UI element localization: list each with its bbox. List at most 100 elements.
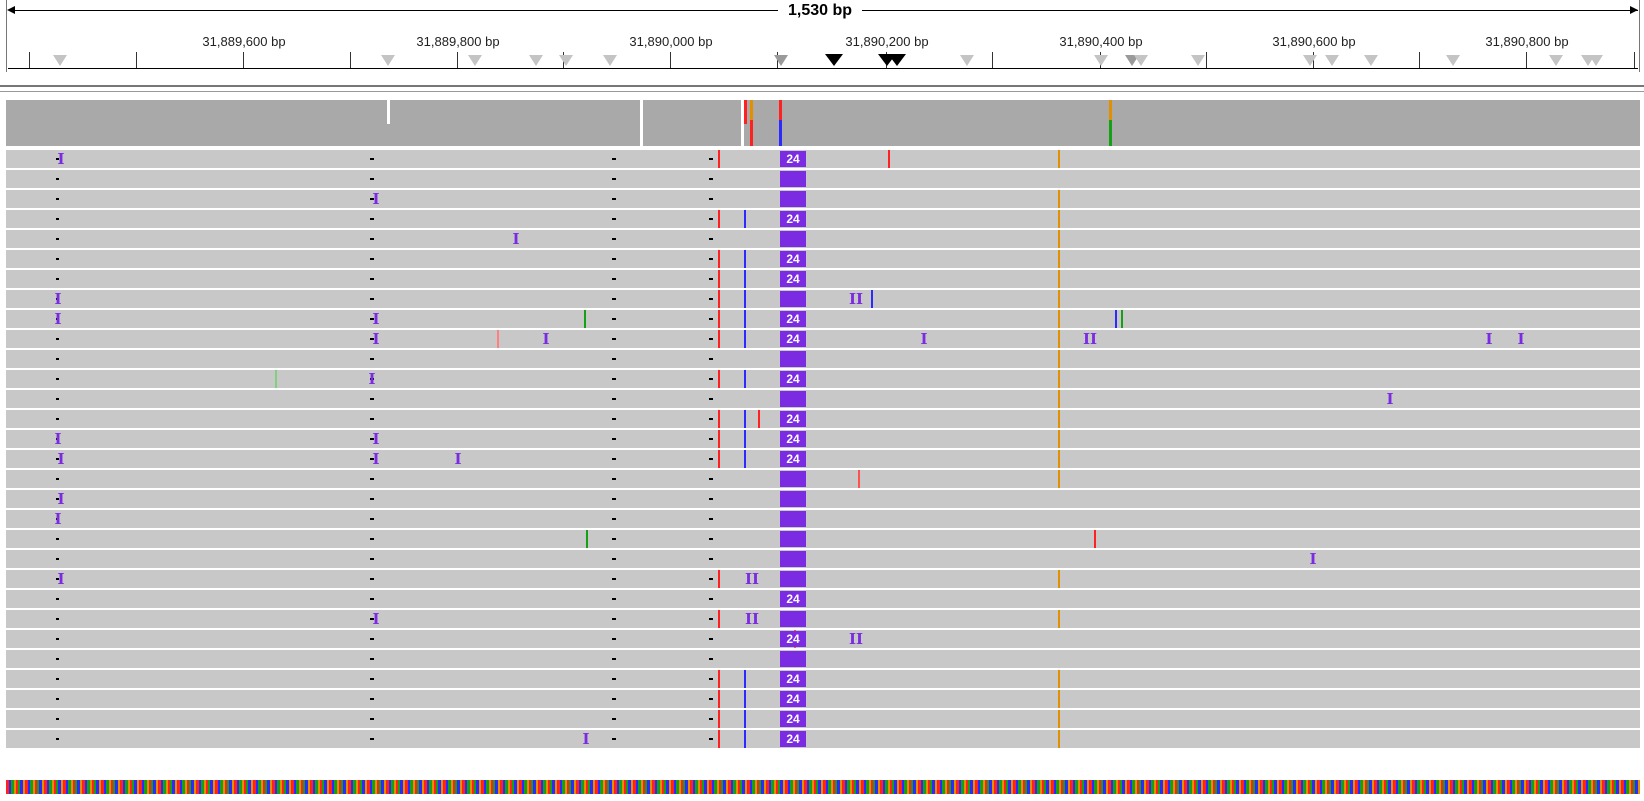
- insertion-icon[interactable]: I: [542, 330, 550, 348]
- insertion-block[interactable]: [780, 551, 806, 567]
- read-row[interactable]: I: [6, 490, 1640, 508]
- read-row[interactable]: 24 I I I: [6, 450, 1640, 468]
- read-row[interactable]: 24: [6, 410, 1640, 428]
- insertion-block[interactable]: [780, 191, 806, 207]
- triangle-down-icon[interactable]: [1134, 55, 1148, 66]
- read-row[interactable]: 24: [6, 250, 1640, 268]
- insertion-icon[interactable]: I: [54, 310, 62, 328]
- read-row[interactable]: 24 I: [6, 370, 1640, 388]
- insertion-block[interactable]: [780, 231, 806, 247]
- insertion-block[interactable]: 24: [780, 671, 806, 687]
- insertion-icon[interactable]: I: [512, 230, 520, 248]
- read-row[interactable]: 24: [6, 690, 1640, 708]
- insertion-icon[interactable]: I: [57, 150, 65, 168]
- insertion-block[interactable]: 24: [780, 151, 806, 167]
- read-row[interactable]: [6, 530, 1640, 548]
- insertion-block[interactable]: 24: [780, 311, 806, 327]
- insertion-icon[interactable]: I: [368, 370, 376, 388]
- triangle-down-icon[interactable]: [1581, 55, 1595, 66]
- read-row[interactable]: 24: [6, 210, 1640, 228]
- insertion-icon[interactable]: II: [848, 630, 864, 648]
- read-row[interactable]: I II: [6, 290, 1640, 308]
- insertion-block[interactable]: [780, 171, 806, 187]
- insertion-block[interactable]: [780, 531, 806, 547]
- insertion-block[interactable]: [780, 391, 806, 407]
- insertion-block[interactable]: [780, 351, 806, 367]
- read-row[interactable]: I: [6, 510, 1640, 528]
- triangle-down-icon[interactable]: [559, 55, 573, 66]
- read-row[interactable]: 24 I I I I I II: [6, 330, 1640, 348]
- insertion-block[interactable]: [780, 511, 806, 527]
- insertion-icon[interactable]: I: [54, 290, 62, 308]
- insertion-icon[interactable]: I: [57, 450, 65, 468]
- insertion-block[interactable]: 24: [780, 211, 806, 227]
- insertion-icon[interactable]: I: [54, 430, 62, 448]
- insertion-block[interactable]: [780, 491, 806, 507]
- insertion-block[interactable]: 24: [780, 691, 806, 707]
- triangle-down-icon[interactable]: [1364, 55, 1378, 66]
- insertion-icon[interactable]: II: [1082, 330, 1098, 348]
- triangle-down-icon[interactable]: [1446, 55, 1460, 66]
- insertion-icon[interactable]: I: [372, 430, 380, 448]
- triangle-down-icon[interactable]: [774, 55, 788, 66]
- read-row[interactable]: 24 I: [6, 150, 1640, 168]
- read-row[interactable]: 24 I I: [6, 430, 1640, 448]
- read-row[interactable]: I: [6, 230, 1640, 248]
- insertion-icon[interactable]: I: [54, 510, 62, 528]
- insertion-block[interactable]: 24: [780, 711, 806, 727]
- insertion-icon[interactable]: I: [1386, 390, 1394, 408]
- insertion-block[interactable]: 24: [780, 731, 806, 747]
- triangle-down-icon[interactable]: [603, 55, 617, 66]
- read-row[interactable]: [6, 650, 1640, 668]
- insertion-icon[interactable]: II: [848, 290, 864, 308]
- read-row[interactable]: [6, 170, 1640, 188]
- insertion-block[interactable]: [780, 571, 806, 587]
- triangle-down-icon[interactable]: [1094, 55, 1108, 66]
- insertion-block[interactable]: 24: [780, 331, 806, 347]
- insertion-icon[interactable]: I: [372, 330, 380, 348]
- alignment-track[interactable]: 24 I I 24 I 24 24 I II 24 I I 24 I I I I I II 24 I I 24 24 I I 24 I…: [6, 150, 1640, 773]
- insertion-block[interactable]: [780, 651, 806, 667]
- triangle-down-icon[interactable]: [1191, 55, 1205, 66]
- read-row[interactable]: 24: [6, 710, 1640, 728]
- insertion-icon[interactable]: II: [744, 610, 760, 628]
- read-row[interactable]: 24: [6, 590, 1640, 608]
- insertion-icon[interactable]: I: [1309, 550, 1317, 568]
- read-row[interactable]: I II: [6, 570, 1640, 588]
- read-row[interactable]: 24: [6, 670, 1640, 688]
- insertion-block[interactable]: 24: [780, 371, 806, 387]
- read-row[interactable]: 24 I I: [6, 310, 1640, 328]
- insertion-icon[interactable]: I: [372, 610, 380, 628]
- read-row[interactable]: 24 I: [6, 730, 1640, 748]
- insertion-icon[interactable]: I: [372, 450, 380, 468]
- read-row[interactable]: I: [6, 550, 1640, 568]
- read-row[interactable]: [6, 470, 1640, 488]
- triangle-down-icon[interactable]: [888, 54, 906, 66]
- triangle-down-icon[interactable]: [1125, 55, 1139, 66]
- insertion-icon[interactable]: I: [57, 490, 65, 508]
- panel-divider[interactable]: [0, 85, 1644, 87]
- insertion-block[interactable]: [780, 611, 806, 627]
- read-row[interactable]: I II: [6, 610, 1640, 628]
- triangle-down-icon[interactable]: [960, 55, 974, 66]
- insertion-block[interactable]: 24: [780, 591, 806, 607]
- insertion-block[interactable]: 24: [780, 431, 806, 447]
- insertion-icon[interactable]: I: [372, 310, 380, 328]
- insertion-block[interactable]: 24: [780, 251, 806, 267]
- insertion-block[interactable]: 24: [780, 631, 806, 647]
- insertion-icon[interactable]: I: [582, 730, 590, 748]
- triangle-down-icon[interactable]: [1549, 55, 1563, 66]
- coverage-track[interactable]: [6, 100, 1640, 146]
- reference-sequence-track[interactable]: [6, 780, 1640, 794]
- triangle-down-icon[interactable]: [529, 55, 543, 66]
- insertion-block[interactable]: [780, 471, 806, 487]
- genome-ruler[interactable]: 1,530 bp 31,889,600 bp 31,889,800 bp 31,…: [0, 0, 1644, 72]
- insertion-block[interactable]: 24: [780, 271, 806, 287]
- read-row[interactable]: [6, 350, 1640, 368]
- insertion-icon[interactable]: I: [372, 190, 380, 208]
- insertion-block[interactable]: [780, 291, 806, 307]
- insertion-icon[interactable]: I: [57, 570, 65, 588]
- insertion-icon[interactable]: II: [744, 570, 760, 588]
- triangle-down-icon[interactable]: [381, 55, 395, 66]
- insertion-icon[interactable]: I: [920, 330, 928, 348]
